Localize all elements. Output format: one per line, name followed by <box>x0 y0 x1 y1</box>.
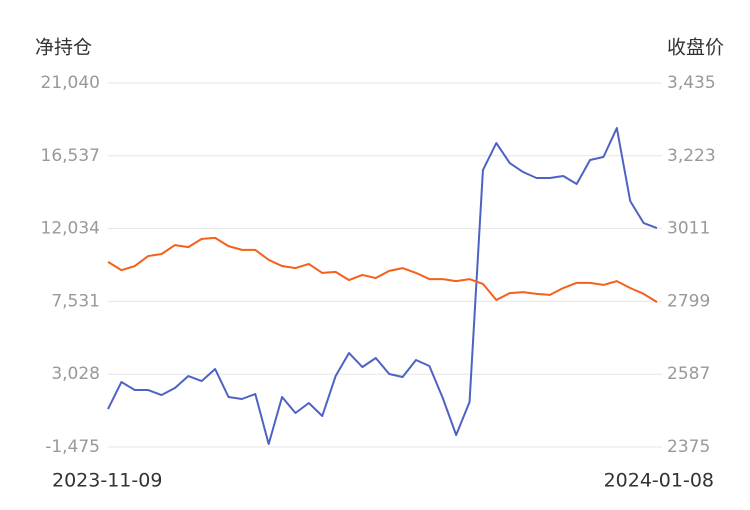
y2-tick-label: 3,223 <box>667 146 716 166</box>
line-series <box>107 127 658 445</box>
y-tick-label: -1,475 <box>45 437 100 457</box>
y2-tick-label: 2375 <box>667 437 710 457</box>
y2-axis-title: 收盘价 <box>667 37 724 59</box>
y-tick-label: 12,034 <box>41 219 100 239</box>
y-tick-label: 7,531 <box>51 291 100 311</box>
line-series <box>107 236 658 303</box>
y-tick-label: 3,028 <box>51 364 100 384</box>
y2-tick-label: 3011 <box>667 219 710 239</box>
x-tick-label: 2023-11-09 <box>52 470 162 492</box>
y2-tick-label: 2799 <box>667 291 710 311</box>
y-tick-label: 21,040 <box>41 73 100 93</box>
x-tick-label: 2024-01-08 <box>604 470 714 492</box>
y-tick-label: 16,537 <box>41 146 100 166</box>
y-axis-title: 净持仓 <box>35 37 92 59</box>
y2-tick-label: 3,435 <box>667 73 716 93</box>
y2-tick-label: 2587 <box>667 364 710 384</box>
